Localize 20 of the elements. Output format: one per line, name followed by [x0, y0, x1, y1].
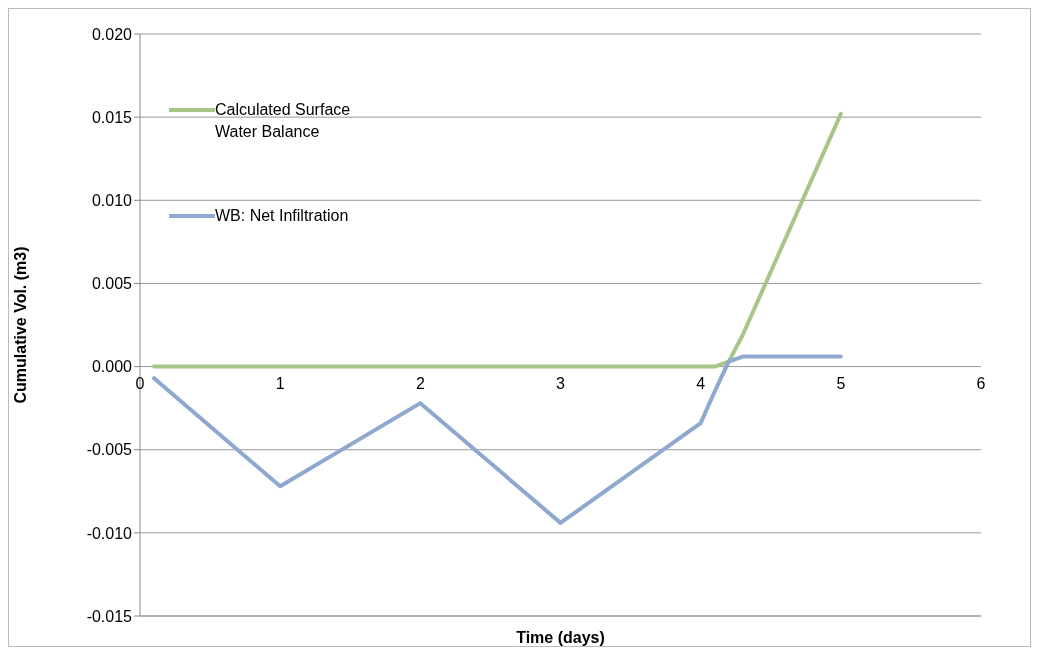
x-tick-label: 0 [135, 374, 145, 392]
x-tick-label: 6 [976, 374, 986, 392]
legend-label: Calculated Surface Water Balance [215, 100, 352, 142]
y-tick-label: 0.000 [91, 358, 133, 376]
x-tick-label: 1 [275, 374, 285, 392]
y-tick-label: -0.005 [86, 441, 133, 459]
y-tick-label: 0.015 [91, 108, 133, 126]
legend-label: WB: Net Infiltration [215, 206, 350, 226]
x-tick-label: 5 [836, 374, 846, 392]
y-tick-label: -0.010 [86, 524, 133, 542]
x-axis-title: Time (days) [516, 629, 605, 646]
y-tick-label: 0.005 [91, 275, 133, 293]
x-tick-label: 3 [556, 374, 566, 392]
x-tick-label: 4 [696, 374, 706, 392]
y-axis-title: Cumulative Vol. (m3) [11, 246, 29, 404]
line-series [152, 354, 843, 525]
x-tick-label: 2 [415, 374, 425, 392]
y-tick-label: -0.015 [86, 607, 133, 625]
y-tick-label: 0.020 [91, 25, 133, 43]
y-tick-label: 0.010 [91, 191, 133, 209]
